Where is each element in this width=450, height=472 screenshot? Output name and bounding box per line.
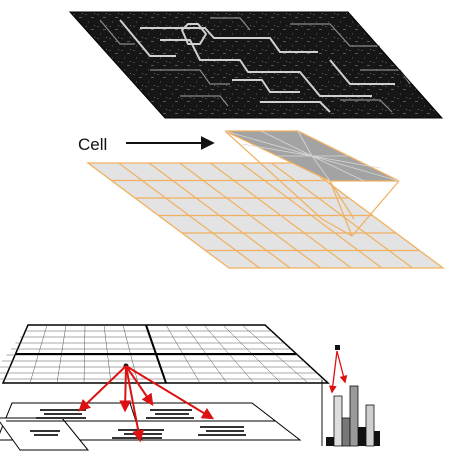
cell-label: Cell [78,135,107,154]
histogram-icon [321,345,380,447]
edge-image [68,11,444,119]
magnified-cell [224,130,400,237]
red-arrows [78,363,215,443]
fine-grid [0,324,330,384]
cell-grid [86,162,445,269]
document-tiles [0,402,302,451]
